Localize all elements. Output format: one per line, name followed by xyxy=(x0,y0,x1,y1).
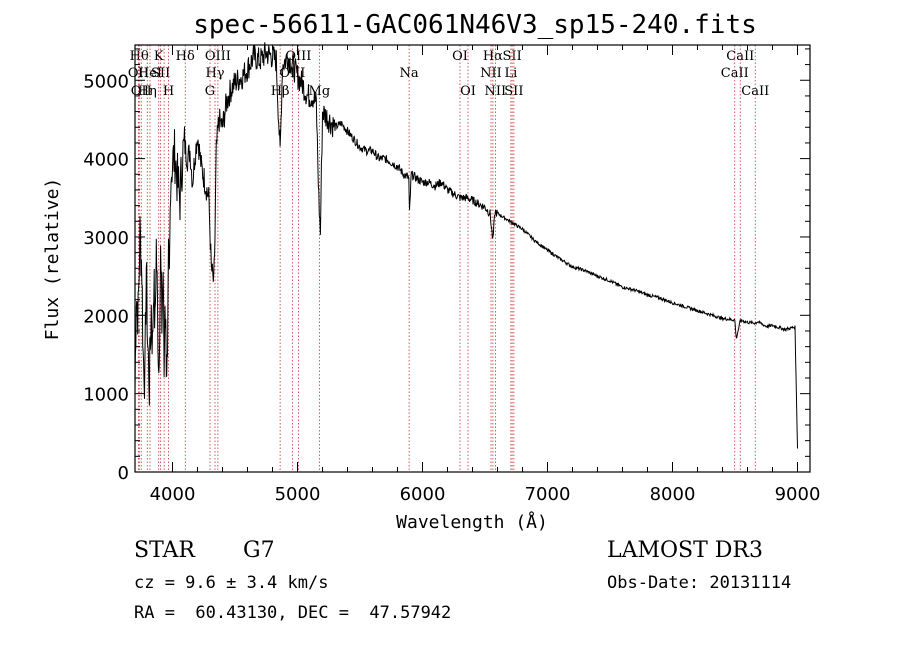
object-class: STAR xyxy=(134,538,195,563)
emission-line-markers: HθOIIOIIHηHeIKSIIHHδGHγOIIIHβOIIIOIIIMgN… xyxy=(128,45,769,472)
axis-ticks: 4000 5000 6000 7000 8000 9000 0 1000 2000 3000 400… xyxy=(83,45,820,505)
line-label: CaII xyxy=(726,49,754,64)
line-label: CaII xyxy=(741,84,769,99)
y-tick-label: 3000 xyxy=(83,228,129,249)
line-label: Na xyxy=(400,66,419,81)
x-tick-label: 7000 xyxy=(525,484,571,505)
x-axis-label: Wavelength (Å) xyxy=(396,511,548,533)
x-tick-label: 6000 xyxy=(400,484,446,505)
line-label: Li xyxy=(504,66,517,81)
y-tick-label: 4000 xyxy=(83,150,129,171)
line-label: Hθ xyxy=(130,49,149,64)
line-label: SII xyxy=(503,49,522,64)
y-tick-label: 2000 xyxy=(83,306,129,327)
object-subclass: G7 xyxy=(243,538,275,563)
line-label: OIII xyxy=(205,49,231,64)
spectrum-line xyxy=(134,42,798,449)
y-tick-label: 1000 xyxy=(83,385,129,406)
y-tick-label: 0 xyxy=(118,463,129,484)
line-label: Mg xyxy=(309,84,331,99)
line-label: K xyxy=(154,49,164,64)
x-tick-label: 9000 xyxy=(775,484,821,505)
redshift-cz: cz = 9.6 ± 3.4 km/s xyxy=(134,573,329,593)
line-label: HeI xyxy=(138,66,162,81)
x-tick-label: 4000 xyxy=(150,484,196,505)
line-label: SII xyxy=(151,66,170,81)
line-label: OI xyxy=(460,84,476,99)
line-label: Hδ xyxy=(176,49,195,64)
spectrum-series xyxy=(134,42,798,449)
line-label: OI xyxy=(452,49,468,64)
line-label: OII xyxy=(128,66,149,81)
chart-title: spec-56611-GAC061N46V3_sp15-240.fits xyxy=(193,10,757,40)
line-label: Hα xyxy=(483,49,503,64)
y-tick-label: 5000 xyxy=(83,71,129,92)
ra-dec: RA = 60.43130, DEC = 47.57942 xyxy=(134,603,452,623)
line-label: Hη xyxy=(138,84,157,99)
x-tick-label: 5000 xyxy=(275,484,321,505)
survey-name: LAMOST DR3 xyxy=(607,538,763,563)
line-label: H xyxy=(163,84,174,99)
line-label: Hβ xyxy=(271,84,290,99)
line-label: Hγ xyxy=(205,66,224,81)
y-axis-label: Flux (relative) xyxy=(42,178,63,341)
line-label: SII xyxy=(504,84,523,99)
line-label: NII xyxy=(485,84,507,99)
plot-frame xyxy=(134,44,811,473)
line-label: OII xyxy=(131,84,152,99)
x-tick-label: 8000 xyxy=(650,484,696,505)
line-label: CaII xyxy=(721,66,749,81)
obs-date: Obs-Date: 20131114 xyxy=(607,573,792,593)
line-label: G xyxy=(205,84,215,99)
line-label: NII xyxy=(480,66,502,81)
line-label: OIII xyxy=(285,49,311,64)
